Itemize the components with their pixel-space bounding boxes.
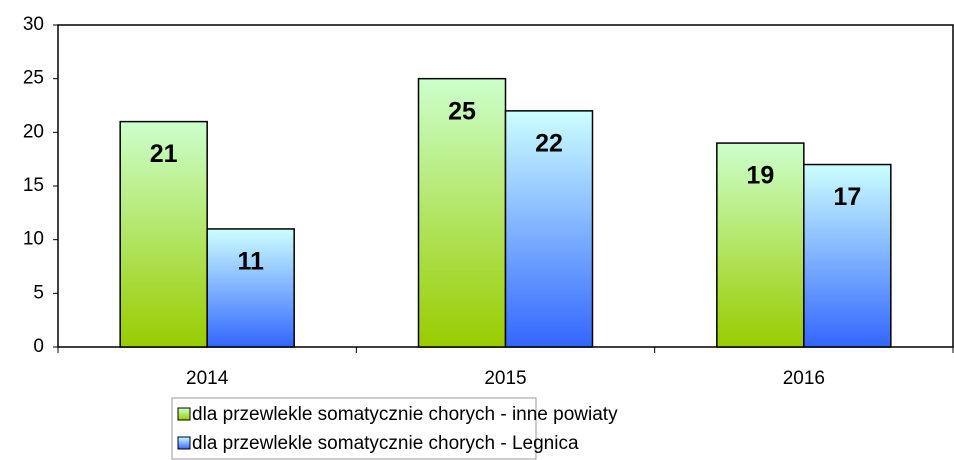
bar <box>119 120 208 348</box>
value-label: 17 <box>833 183 861 211</box>
x-tick-label: 2015 <box>484 368 526 389</box>
legend-box <box>171 397 537 460</box>
bar <box>803 163 892 348</box>
x-tick-label: 2014 <box>186 368 229 389</box>
y-tick-label: 0 <box>33 336 44 357</box>
y-tick-label: 20 <box>23 121 44 142</box>
legend-swatch <box>177 436 191 450</box>
legend-swatch <box>177 407 191 421</box>
value-label: 21 <box>150 140 178 168</box>
y-tick-label: 5 <box>33 282 44 303</box>
value-label: 11 <box>237 248 264 276</box>
value-label: 19 <box>746 162 774 190</box>
value-label: 22 <box>535 129 563 157</box>
y-tick-label: 25 <box>23 68 44 89</box>
x-tick-label: 2016 <box>783 368 825 389</box>
bar <box>504 110 594 348</box>
legend-label: dla przewlekle somatycznie chorych - Leg… <box>192 433 579 454</box>
bar <box>716 142 805 348</box>
y-tick-label: 15 <box>23 175 44 196</box>
legend-label: dla przewlekle somatycznie chorych - inn… <box>192 404 618 425</box>
y-tick-label: 10 <box>23 229 44 250</box>
value-label: 25 <box>448 97 476 125</box>
bar <box>206 228 295 348</box>
y-tick-label: 30 <box>23 14 44 35</box>
